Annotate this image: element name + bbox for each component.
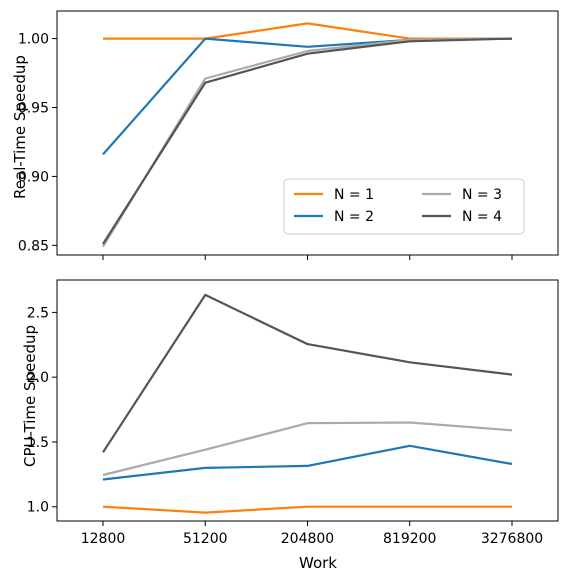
legend-label: N = 3	[462, 187, 502, 203]
x-tick-label: 204800	[281, 531, 334, 547]
top-y-tick-label: 1.00	[18, 32, 49, 48]
bottom-y-axis-label: CPU-Time Speedup	[21, 325, 39, 467]
x-tick-label: 3276800	[481, 531, 543, 547]
legend-label: N = 2	[334, 209, 374, 225]
legend-box	[283, 178, 525, 235]
x-tick-label: 819200	[383, 531, 436, 547]
bottom-y-tick-label: 2.5	[27, 305, 49, 321]
top-y-tick-label: 0.90	[18, 169, 49, 185]
top-y-tick-label: 0.95	[18, 100, 49, 116]
top-y-tick-label: 0.85	[18, 238, 49, 254]
bottom-plot-frame	[56, 279, 559, 522]
bottom-series-line-3	[102, 421, 513, 477]
top-series-line-4	[102, 37, 513, 245]
bottom-series-line-4	[102, 293, 513, 453]
bottom-series-line-1	[102, 505, 512, 514]
bottom-y-tick-label: 1.5	[27, 435, 49, 451]
bottom-y-tick-label: 2.0	[27, 370, 49, 386]
legend: N = 1 N = 2 N = 3 N = 4	[283, 178, 525, 235]
legend-label: N = 4	[462, 209, 502, 225]
top-y-axis-label: Real-Time Speedup	[11, 55, 29, 199]
x-tick-label: 12800	[81, 531, 126, 547]
bottom-series-line-2	[102, 444, 513, 481]
top-series-line-1	[103, 22, 512, 40]
bottom-panel: 1.0 1.5 2.0 2.5 12800 51200 204800 819200 327680…	[27, 279, 559, 547]
legend-label: N = 1	[334, 187, 374, 203]
x-tick-label: 51200	[183, 531, 228, 547]
x-axis-label: Work	[299, 554, 337, 572]
top-panel: 0.85 0.90 0.95 1.00 N = 1 N = 2 N = 3 N = 4	[18, 10, 559, 260]
top-series-line-2	[102, 37, 513, 156]
bottom-y-tick-label: 1.0	[27, 500, 49, 516]
